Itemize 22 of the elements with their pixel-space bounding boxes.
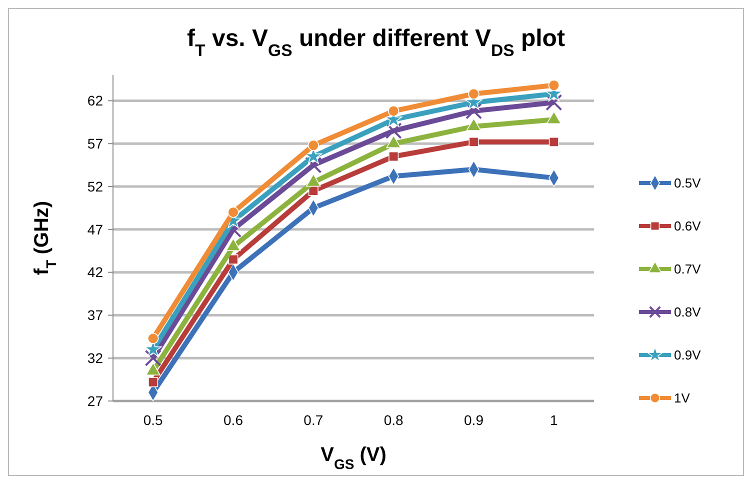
legend-label: 1V (674, 390, 690, 406)
y-tick-label: 62 (87, 92, 104, 109)
legend-label: 0.7V (674, 262, 702, 277)
y-tick-label: 52 (87, 178, 104, 194)
y-tick-label: 57 (87, 136, 104, 152)
legend-label: 0.6V (674, 218, 702, 234)
x-tick-label: 0.8 (384, 412, 404, 428)
legend-label: 0.9V (674, 348, 702, 363)
x-tick-label: 0.6 (224, 412, 244, 428)
y-tick-label: 32 (87, 350, 104, 366)
y-tick-label: 42 (87, 264, 104, 280)
x-tick-label: 0.7 (304, 412, 324, 428)
legend-label: 0.5V (674, 176, 702, 191)
y-tick-label: 27 (87, 392, 104, 409)
y-tick-label: 37 (87, 307, 104, 324)
y-tick-label: 47 (87, 221, 104, 238)
legend-label: 0.8V (674, 304, 702, 320)
x-tick-label: 0.5 (143, 412, 164, 428)
x-axis-title: V$_{GS}$ (V) (320, 444, 386, 472)
chart-title: f$_{T}$ vs. V$_{GS}$ under different V$_{DS}$ plot (187, 25, 565, 60)
x-tick-label: 0.9 (464, 412, 484, 428)
x-tick-label: 1 (550, 412, 558, 428)
